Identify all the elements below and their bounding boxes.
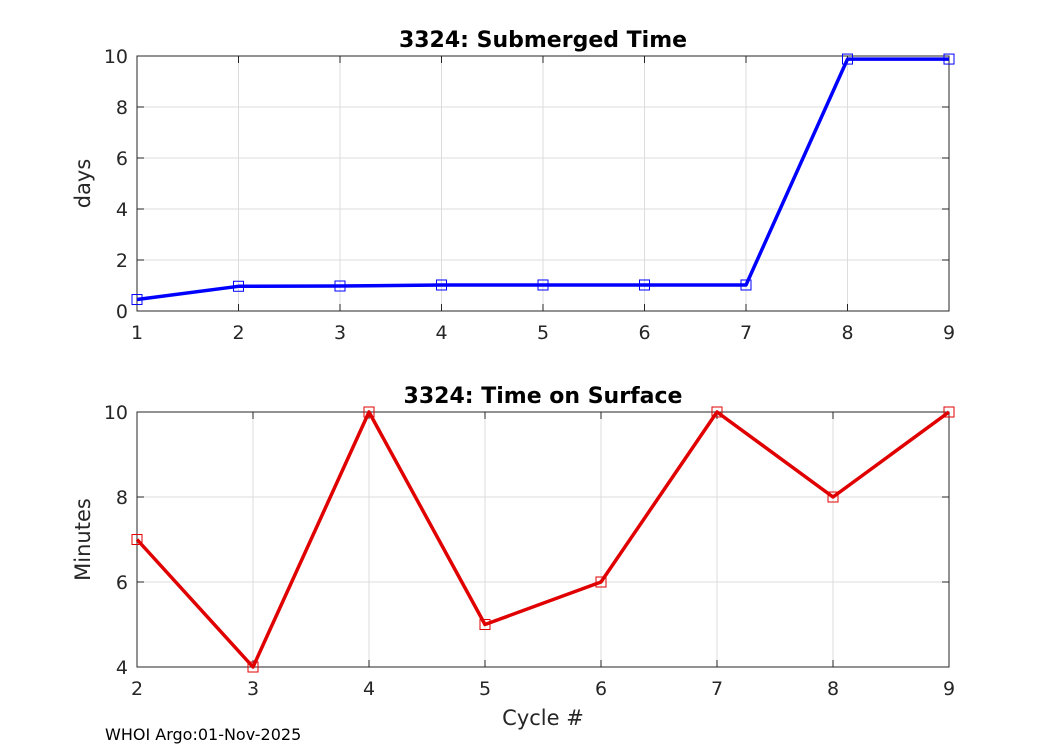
x-tick-label: 8	[827, 678, 839, 700]
data-point	[537, 279, 549, 291]
submerged-time-plot: 1 2 3 4 5 6 7 8 9 0 2 4 6 8 10 3324: Submerged Time days	[71, 28, 955, 344]
y-tick-label: 8	[116, 97, 128, 119]
y-axis-label: days	[71, 159, 95, 209]
series-line	[136, 57, 949, 302]
data-point	[131, 294, 143, 306]
data-point	[943, 406, 955, 418]
x-tick-label: 3	[247, 678, 259, 700]
y-tick-label: 6	[116, 572, 128, 594]
x-tick-label: 3	[334, 322, 346, 344]
data-point	[943, 53, 955, 65]
y-tick-label: 10	[104, 46, 128, 68]
x-tick-label: 7	[711, 678, 723, 700]
data-point	[247, 661, 259, 673]
x-tick-label: 4	[435, 322, 447, 344]
x-tick-label: 5	[537, 322, 549, 344]
y-tick-label: 0	[116, 301, 128, 323]
data-point	[595, 576, 607, 588]
footer-credit: WHOI Argo:01-Nov-2025	[105, 725, 302, 744]
x-tick-label: 5	[479, 678, 491, 700]
y-tick-label: 4	[116, 199, 128, 221]
chart-title: 3324: Submerged Time	[399, 28, 687, 53]
plot-area	[137, 412, 949, 667]
x-tick-label: 6	[638, 322, 650, 344]
data-point	[639, 279, 650, 291]
y-tick-label: 10	[104, 402, 128, 424]
data-point	[479, 619, 491, 630]
data-point	[233, 280, 244, 292]
y-tick-label: 4	[116, 657, 128, 679]
surface-time-plot: 2 3 4 5 6 7 8 9 4 6 8 10 3324: Time on Surface Minute…	[71, 384, 955, 730]
data-point	[436, 279, 447, 291]
x-tick-label: 8	[841, 322, 853, 344]
x-tick-label: 2	[232, 322, 244, 344]
data-point	[842, 53, 853, 65]
x-tick-label: 1	[131, 322, 143, 344]
y-tick-label: 8	[116, 487, 128, 509]
x-tick-label: 2	[131, 678, 143, 700]
x-tick-label: 9	[943, 678, 955, 700]
y-tick-label: 6	[116, 148, 128, 170]
data-point	[334, 280, 346, 292]
y-axis-label: Minutes	[71, 498, 95, 581]
series-line	[135, 410, 951, 669]
chart-title: 3324: Time on Surface	[404, 384, 683, 409]
x-tick-label: 7	[740, 322, 752, 344]
data-point	[363, 406, 375, 418]
data-point	[711, 406, 723, 418]
data-point	[740, 279, 752, 291]
data-point	[131, 534, 143, 545]
data-point	[827, 491, 839, 503]
x-axis-label: Cycle #	[502, 706, 584, 730]
x-tick-label: 9	[943, 322, 955, 344]
y-tick-label: 2	[116, 250, 128, 272]
x-tick-label: 4	[363, 678, 375, 700]
x-tick-label: 6	[595, 678, 607, 700]
